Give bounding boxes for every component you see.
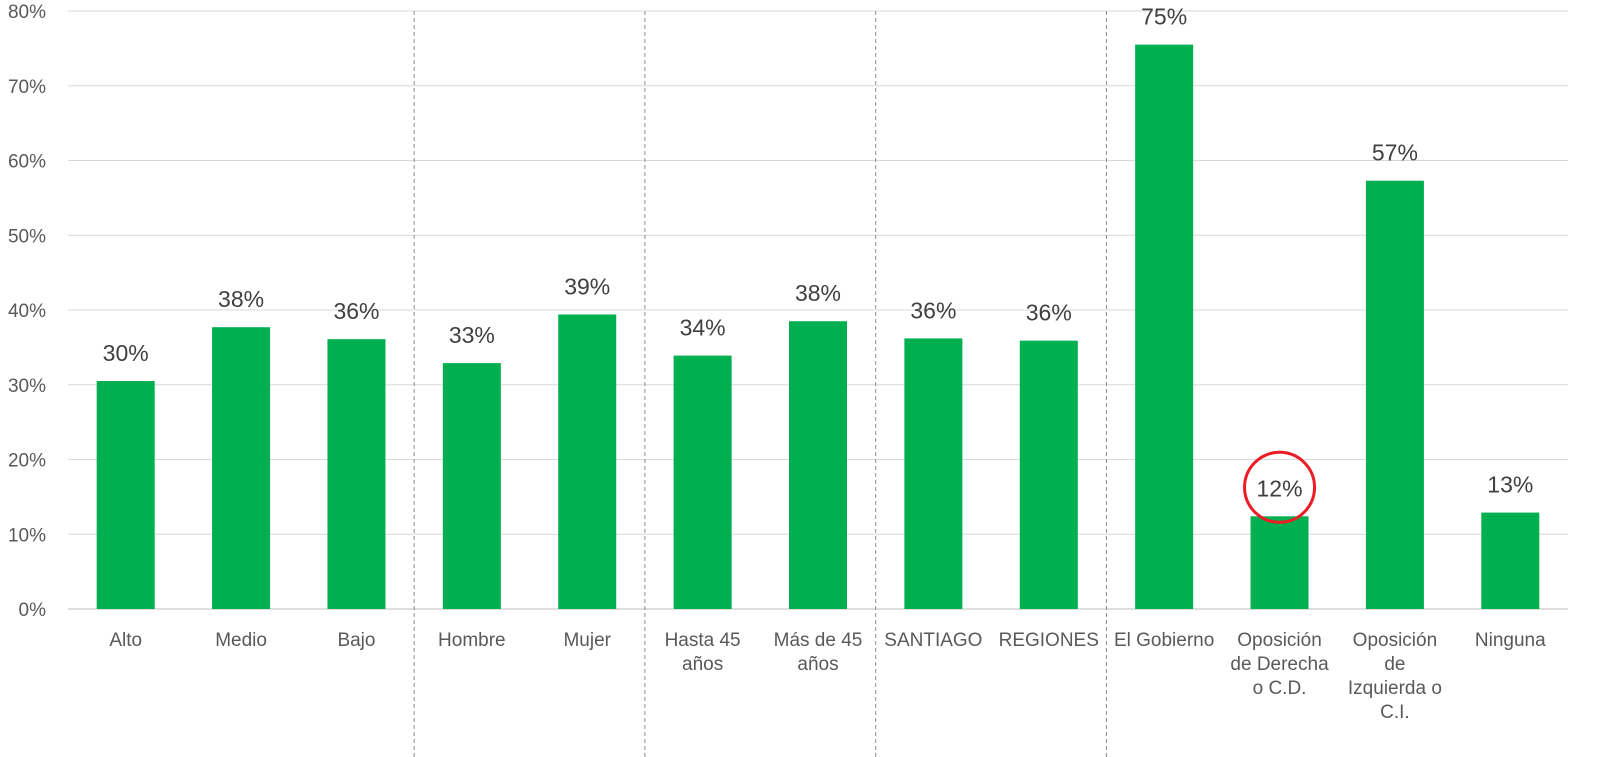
- bar: [442, 363, 501, 609]
- data-label: 38%: [218, 286, 264, 312]
- data-label: 36%: [333, 298, 379, 324]
- data-label: 36%: [1026, 300, 1072, 326]
- bar: [96, 381, 155, 609]
- category-label: REGIONES: [999, 630, 1099, 651]
- data-label: 57%: [1372, 140, 1418, 166]
- category-label: Hasta 45 años: [665, 630, 741, 675]
- category-label: Más de 45 años: [774, 630, 863, 675]
- category-label: Oposición de Derecha o C.D.: [1230, 630, 1329, 699]
- y-tick-label: 0%: [19, 600, 47, 621]
- y-tick-label: 60%: [8, 152, 46, 173]
- data-label: 38%: [795, 280, 841, 306]
- bar: [327, 339, 386, 609]
- bar: [212, 327, 271, 609]
- y-tick-label: 40%: [8, 301, 46, 322]
- category-label: Oposición de Izquierda o C.I.: [1348, 630, 1442, 723]
- bar: [789, 321, 847, 609]
- y-tick-label: 30%: [8, 376, 46, 397]
- category-label: Medio: [215, 630, 267, 651]
- category-label: Ninguna: [1475, 630, 1546, 651]
- category-label: Hombre: [438, 630, 506, 651]
- data-label: 36%: [910, 297, 956, 323]
- data-labels: 30% 38% 36% 33% 39% 34% 38% 36% 36% 75% 12% 57% 13%: [103, 4, 1534, 502]
- highlight-annotation: [1243, 450, 1317, 524]
- bar: [1481, 512, 1540, 609]
- group-separators: [413, 11, 1107, 757]
- y-tick-label: 70%: [8, 77, 46, 98]
- y-tick-label: 20%: [8, 451, 46, 472]
- data-label: 75%: [1141, 4, 1187, 30]
- bar: [1250, 516, 1309, 609]
- data-label: 30%: [103, 340, 149, 366]
- category-label: Mujer: [563, 630, 611, 651]
- bar: [1019, 340, 1078, 609]
- grid-lines: [68, 10, 1568, 610]
- category-label: El Gobierno: [1114, 630, 1214, 651]
- data-label: 39%: [564, 273, 610, 299]
- y-tick-label: 50%: [8, 226, 46, 247]
- y-tick-label: 10%: [8, 525, 46, 546]
- data-label: 33%: [449, 322, 495, 348]
- category-label: Bajo: [337, 630, 375, 651]
- data-label: 12%: [1257, 475, 1303, 501]
- highlight-circle: [1243, 450, 1317, 524]
- data-label: 34%: [680, 315, 726, 341]
- bar: [558, 314, 617, 609]
- bar: [1135, 44, 1194, 609]
- bar: [904, 338, 963, 609]
- y-tick-label: 80%: [8, 2, 46, 23]
- category-label: SANTIAGO: [884, 630, 982, 651]
- bar: [1365, 180, 1424, 609]
- category-label: Alto: [109, 630, 142, 651]
- bar: [673, 355, 732, 609]
- data-label: 13%: [1487, 472, 1533, 498]
- bars: [96, 44, 1540, 609]
- y-axis-tick-labels: 0% 10% 20% 30% 40% 50% 60% 70% 80%: [8, 2, 46, 621]
- category-labels: Alto Medio Bajo Hombre Mujer Hasta 45 años Más …: [109, 630, 1546, 723]
